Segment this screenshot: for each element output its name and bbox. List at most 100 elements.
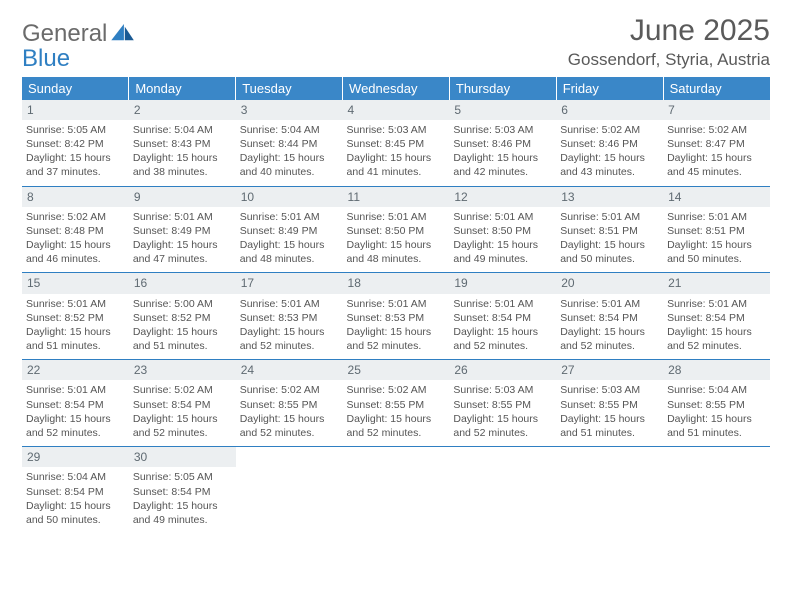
sunrise-line: Sunrise: 5:02 AM <box>133 383 232 397</box>
day-number: 8 <box>22 187 129 207</box>
day-number: 24 <box>236 360 343 380</box>
day-number: 9 <box>129 187 236 207</box>
sunset-line: Sunset: 8:55 PM <box>240 398 339 412</box>
header: GeneralBlue June 2025 Gossendorf, Styria… <box>22 14 770 71</box>
sunrise-line: Sunrise: 5:01 AM <box>347 297 446 311</box>
day-number: 1 <box>22 100 129 120</box>
calendar-cell: 16 Sunrise: 5:00 AMSunset: 8:52 PMDayligh… <box>129 273 236 359</box>
daylight-line: Daylight: 15 hours and 37 minutes. <box>26 151 125 179</box>
sunrise-line: Sunrise: 5:03 AM <box>453 123 552 137</box>
day-number: 16 <box>129 273 236 293</box>
weekday-header: Tuesday <box>236 77 343 100</box>
sunset-line: Sunset: 8:52 PM <box>26 311 125 325</box>
day-number: 18 <box>343 273 450 293</box>
sail-icon <box>111 23 135 47</box>
sunrise-line: Sunrise: 5:01 AM <box>560 297 659 311</box>
day-number: 10 <box>236 187 343 207</box>
calendar-cell: 4Sunrise: 5:03 AMSunset: 8:45 PMDaylight… <box>343 100 450 186</box>
sunset-line: Sunset: 8:54 PM <box>26 485 125 499</box>
calendar-cell: 21Sunrise: 5:01 AMSunset: 8:54 PMDayligh… <box>663 273 770 359</box>
calendar-cell: 9 Sunrise: 5:01 AMSunset: 8:49 PMDaylight… <box>129 187 236 273</box>
sunset-line: Sunset: 8:53 PM <box>240 311 339 325</box>
calendar-cell: 5Sunrise: 5:03 AMSunset: 8:46 PMDaylight… <box>449 100 556 186</box>
daylight-line: Daylight: 15 hours and 48 minutes. <box>240 238 339 266</box>
daylight-line: Daylight: 15 hours and 42 minutes. <box>453 151 552 179</box>
sunset-line: Sunset: 8:50 PM <box>347 224 446 238</box>
sunrise-line: Sunrise: 5:01 AM <box>240 210 339 224</box>
day-number: 7 <box>663 100 770 120</box>
weekday-header: Sunday <box>22 77 129 100</box>
calendar-cell: 24Sunrise: 5:02 AMSunset: 8:55 PMDayligh… <box>236 360 343 446</box>
daylight-line: Daylight: 15 hours and 52 minutes. <box>560 325 659 353</box>
sunset-line: Sunset: 8:50 PM <box>453 224 552 238</box>
sunrise-line: Sunrise: 5:01 AM <box>347 210 446 224</box>
day-number: 20 <box>556 273 663 293</box>
day-number: 23 <box>129 360 236 380</box>
daylight-line: Daylight: 15 hours and 52 minutes. <box>347 325 446 353</box>
calendar-cell: 7Sunrise: 5:02 AMSunset: 8:47 PMDaylight… <box>663 100 770 186</box>
daylight-line: Daylight: 15 hours and 46 minutes. <box>26 238 125 266</box>
sunset-line: Sunset: 8:48 PM <box>26 224 125 238</box>
sunrise-line: Sunrise: 5:01 AM <box>453 210 552 224</box>
weekday-header: Saturday <box>663 77 770 100</box>
daylight-line: Daylight: 15 hours and 52 minutes. <box>667 325 766 353</box>
calendar-cell: 26Sunrise: 5:03 AMSunset: 8:55 PMDayligh… <box>449 360 556 446</box>
sunrise-line: Sunrise: 5:01 AM <box>453 297 552 311</box>
sunset-line: Sunset: 8:49 PM <box>133 224 232 238</box>
sunset-line: Sunset: 8:51 PM <box>667 224 766 238</box>
daylight-line: Daylight: 15 hours and 47 minutes. <box>133 238 232 266</box>
day-number: 21 <box>663 273 770 293</box>
calendar-header-row: SundayMondayTuesdayWednesdayThursdayFrid… <box>22 77 770 100</box>
sunrise-line: Sunrise: 5:00 AM <box>133 297 232 311</box>
title-block: June 2025 Gossendorf, Styria, Austria <box>568 14 770 70</box>
sunrise-line: Sunrise: 5:04 AM <box>240 123 339 137</box>
sunset-line: Sunset: 8:46 PM <box>453 137 552 151</box>
daylight-line: Daylight: 15 hours and 50 minutes. <box>667 238 766 266</box>
day-number: 25 <box>343 360 450 380</box>
calendar-cell: 13Sunrise: 5:01 AMSunset: 8:51 PMDayligh… <box>556 187 663 273</box>
sunrise-line: Sunrise: 5:02 AM <box>26 210 125 224</box>
calendar-cell: 2Sunrise: 5:04 AMSunset: 8:43 PMDaylight… <box>129 100 236 186</box>
day-number: 29 <box>22 447 129 467</box>
sunrise-line: Sunrise: 5:01 AM <box>560 210 659 224</box>
day-number: 19 <box>449 273 556 293</box>
sunrise-line: Sunrise: 5:04 AM <box>667 383 766 397</box>
day-number: 13 <box>556 187 663 207</box>
sunset-line: Sunset: 8:54 PM <box>26 398 125 412</box>
day-number: 12 <box>449 187 556 207</box>
daylight-line: Daylight: 15 hours and 51 minutes. <box>667 412 766 440</box>
sunrise-line: Sunrise: 5:01 AM <box>667 210 766 224</box>
sunset-line: Sunset: 8:49 PM <box>240 224 339 238</box>
calendar-week: 8Sunrise: 5:02 AMSunset: 8:48 PMDaylight… <box>22 187 770 273</box>
day-number: 27 <box>556 360 663 380</box>
daylight-line: Daylight: 15 hours and 49 minutes. <box>453 238 552 266</box>
month-title: June 2025 <box>568 14 770 48</box>
sunset-line: Sunset: 8:45 PM <box>347 137 446 151</box>
sunset-line: Sunset: 8:46 PM <box>560 137 659 151</box>
logo: GeneralBlue <box>22 14 135 71</box>
sunrise-line: Sunrise: 5:02 AM <box>667 123 766 137</box>
calendar-cell: 8 Sunrise: 5:02 AMSunset: 8:48 PMDaylight… <box>22 187 129 273</box>
daylight-line: Daylight: 15 hours and 51 minutes. <box>133 325 232 353</box>
sunrise-line: Sunrise: 5:05 AM <box>133 470 232 484</box>
daylight-line: Daylight: 15 hours and 41 minutes. <box>347 151 446 179</box>
day-number: 14 <box>663 187 770 207</box>
calendar-cell: 3Sunrise: 5:04 AMSunset: 8:44 PMDaylight… <box>236 100 343 186</box>
calendar-cell: 27Sunrise: 5:03 AMSunset: 8:55 PMDayligh… <box>556 360 663 446</box>
calendar-cell: 30Sunrise: 5:05 AMSunset: 8:54 PMDayligh… <box>129 447 236 533</box>
calendar-cell: 28 Sunrise: 5:04 AMSunset: 8:55 PMDayligh… <box>663 360 770 446</box>
daylight-line: Daylight: 15 hours and 52 minutes. <box>240 412 339 440</box>
sunset-line: Sunset: 8:52 PM <box>133 311 232 325</box>
logo-text-blue: Blue <box>22 45 70 72</box>
sunset-line: Sunset: 8:44 PM <box>240 137 339 151</box>
sunrise-line: Sunrise: 5:01 AM <box>133 210 232 224</box>
daylight-line: Daylight: 15 hours and 52 minutes. <box>240 325 339 353</box>
calendar-cell <box>663 447 770 533</box>
calendar-cell: 23Sunrise: 5:02 AMSunset: 8:54 PMDayligh… <box>129 360 236 446</box>
day-number: 28 <box>663 360 770 380</box>
day-number: 26 <box>449 360 556 380</box>
sunset-line: Sunset: 8:55 PM <box>667 398 766 412</box>
calendar-cell: 15Sunrise: 5:01 AMSunset: 8:52 PMDayligh… <box>22 273 129 359</box>
sunset-line: Sunset: 8:54 PM <box>133 485 232 499</box>
daylight-line: Daylight: 15 hours and 50 minutes. <box>26 499 125 527</box>
